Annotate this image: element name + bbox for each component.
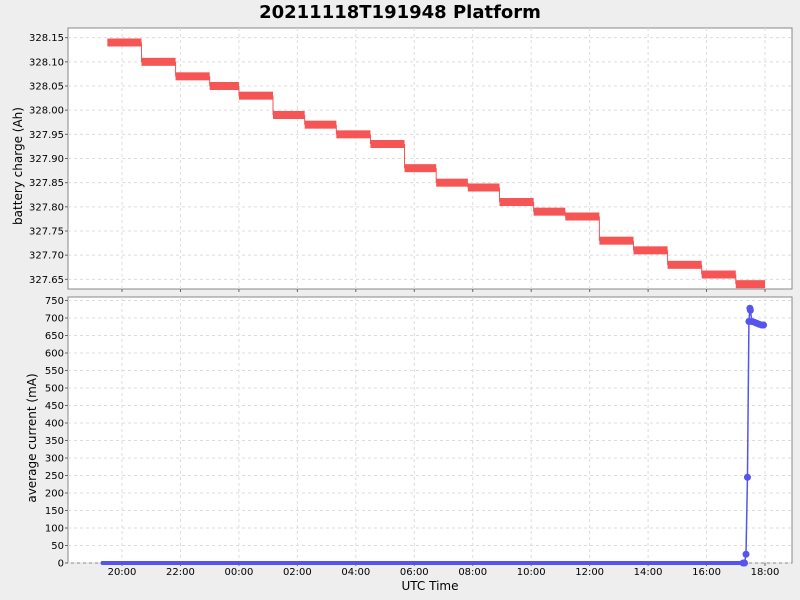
current-data-point <box>743 473 751 481</box>
current-y-tick-label: 600 <box>45 349 64 360</box>
current-y-tick-label: 100 <box>45 524 64 535</box>
battery-step-bar <box>499 198 534 206</box>
battery-step-bar <box>467 183 500 192</box>
current-y-tick-label: 300 <box>45 454 64 465</box>
current-y-tick-label: 150 <box>45 506 64 517</box>
battery-step-bar <box>304 120 337 129</box>
x-tick-label: 06:00 <box>400 567 429 578</box>
battery-step-bar <box>633 246 668 255</box>
x-tick-label: 18:00 <box>751 567 780 578</box>
battery-y-tick-label: 328.10 <box>29 57 64 68</box>
x-axis-label: UTC Time <box>402 579 459 593</box>
x-tick-label: 14:00 <box>634 567 663 578</box>
battery-step-bar <box>701 270 736 279</box>
battery-step-bar <box>336 130 371 139</box>
x-tick-label: 08:00 <box>458 567 487 578</box>
battery-step-bar <box>238 91 274 100</box>
battery-y-tick-label: 328.05 <box>29 82 64 93</box>
battery-step-bar <box>370 140 405 148</box>
current-data-point <box>741 559 749 567</box>
current-y-tick-label: 500 <box>45 384 64 395</box>
battery-y-tick-label: 328.00 <box>29 106 64 117</box>
current-y-tick-label: 450 <box>45 401 64 412</box>
battery-ylabel: battery charge (Ah) <box>11 107 25 225</box>
x-tick-label: 00:00 <box>224 567 253 578</box>
battery-step-bar <box>436 178 468 187</box>
current-y-tick-label: 350 <box>45 436 64 447</box>
x-tick-label: 22:00 <box>166 567 195 578</box>
battery-step-bar <box>533 207 566 216</box>
battery-step-bar <box>735 280 765 289</box>
average-current-panel: 0 50 100 150 200 250 300 350 400 450 500 550 600 650 7… <box>25 296 793 570</box>
current-y-tick-label: 750 <box>45 296 64 307</box>
battery-step-bar <box>565 212 600 221</box>
x-tick-label: 10:00 <box>517 567 546 578</box>
battery-step-bar <box>404 164 437 173</box>
current-y-tick-label: 400 <box>45 419 64 430</box>
current-data-point <box>742 550 750 558</box>
x-tick-label: 12:00 <box>575 567 604 578</box>
current-data-point <box>746 306 754 314</box>
current-plot-area <box>67 296 793 564</box>
battery-step-bar <box>273 111 305 119</box>
x-tick-label: 20:00 <box>108 567 137 578</box>
battery-step-bar <box>667 260 702 269</box>
current-ylabel: average current (mA) <box>25 373 39 502</box>
x-tick-label: 16:00 <box>692 567 721 578</box>
current-y-tick-label: 650 <box>45 331 64 342</box>
x-tick-label: 02:00 <box>283 567 312 578</box>
current-y-tick-label: 250 <box>45 471 64 482</box>
current-y-tick-label: 700 <box>45 314 64 325</box>
current-data-point <box>760 321 768 329</box>
battery-y-tick-label: 328.15 <box>29 33 64 44</box>
battery-y-tick-label: 327.95 <box>29 130 64 141</box>
battery-step-bar <box>599 236 634 245</box>
battery-step-bar <box>175 72 210 81</box>
current-y-tick-label: 200 <box>45 489 64 500</box>
current-y-tick-label: 50 <box>51 541 64 552</box>
battery-step-bar <box>107 38 142 47</box>
battery-charge-panel: 327.65 327.70 327.75 327.80 327.85 327.90 327.… <box>11 27 793 290</box>
x-tick-label: 04:00 <box>341 567 370 578</box>
current-y-tick-label: 0 <box>58 559 64 570</box>
battery-step-bar <box>209 82 239 90</box>
battery-y-tick-label: 327.75 <box>29 227 64 238</box>
battery-y-tick-label: 327.90 <box>29 154 64 165</box>
battery-y-tick-label: 327.85 <box>29 178 64 189</box>
current-y-tick-label: 550 <box>45 366 64 377</box>
battery-y-tick-label: 327.65 <box>29 275 64 286</box>
battery-y-tick-label: 327.80 <box>29 202 64 213</box>
battery-step-bar <box>141 57 176 66</box>
battery-y-tick-label: 327.70 <box>29 251 64 262</box>
chart-title: 20211118T191948 Platform <box>259 2 541 23</box>
